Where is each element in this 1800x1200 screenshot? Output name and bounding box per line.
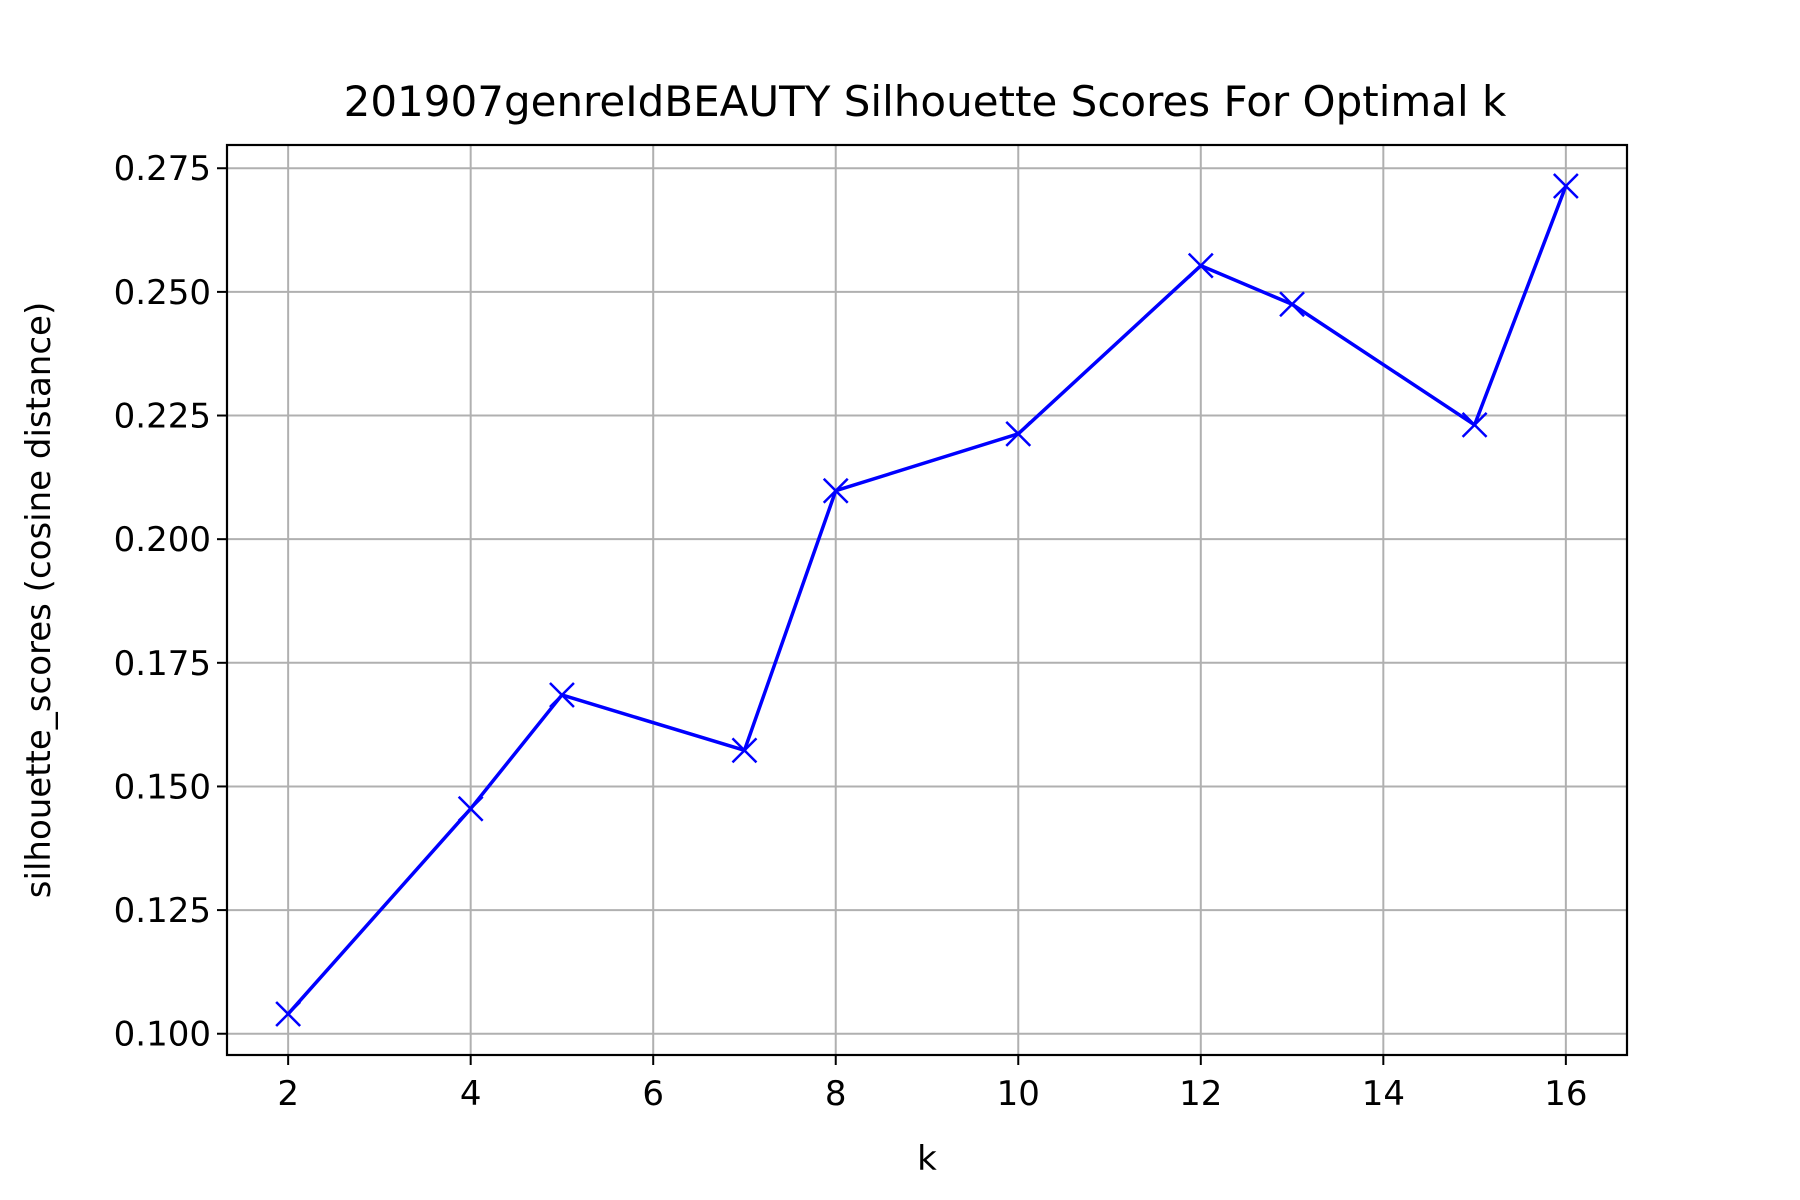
x-tick-label: 12 (1179, 1074, 1222, 1114)
marker-stroke (1279, 291, 1305, 318)
plot-frame (225, 143, 1629, 1057)
y-tick-label: 0.100 (114, 1015, 211, 1055)
x-tick-label: 8 (825, 1074, 847, 1114)
grid-lines (227, 145, 1627, 1055)
marker-stroke (457, 795, 484, 822)
y-tick-label: 0.175 (114, 644, 211, 684)
data-point-marker (549, 682, 575, 708)
marker-stroke (1552, 173, 1579, 199)
chart-title: 201907genreIdBEAUTY Silhouette Scores Fo… (344, 77, 1507, 126)
x-tick-label: 16 (1544, 1074, 1587, 1114)
data-point-marker (1187, 252, 1214, 279)
marker-stroke (549, 682, 575, 708)
y-tick-label: 0.225 (114, 397, 211, 437)
y-tick-label: 0.125 (114, 891, 211, 931)
data-point-marker (822, 477, 849, 504)
y-tick-label: 0.275 (114, 149, 211, 189)
x-tick-label: 10 (997, 1074, 1040, 1114)
x-tick-label: 14 (1362, 1074, 1405, 1114)
y-axis-label: silhouette_scores (cosine distance) (19, 302, 59, 898)
marker-stroke (1005, 420, 1032, 447)
y-tick-label: 0.150 (114, 767, 211, 807)
data-point-marker (275, 1001, 302, 1027)
x-tick-label: 6 (642, 1074, 664, 1114)
data-point-marker (1279, 291, 1305, 318)
data-point-marker (731, 737, 758, 764)
data-point-marker (457, 795, 484, 822)
x-axis-label: k (917, 1139, 937, 1179)
data-point-marker (1005, 420, 1032, 447)
y-tick-label: 0.200 (114, 520, 211, 560)
marker-stroke (1187, 252, 1214, 279)
x-tick-label: 2 (277, 1074, 299, 1114)
marker-stroke (731, 737, 758, 764)
x-tick-label: 4 (460, 1074, 482, 1114)
series-line (286, 185, 1568, 1016)
marker-stroke (275, 1001, 302, 1027)
axis-ticks: 2 4 6 8 10 12 14 16 0.100 0.125 0.150 0.175 0.200 0.2… (114, 149, 1588, 1114)
data-point-marker (1552, 173, 1579, 199)
data-point-marker (1461, 412, 1488, 438)
marker-stroke (1461, 412, 1488, 438)
marker-stroke (822, 477, 849, 504)
series-layer (275, 173, 1579, 1027)
y-tick-label: 0.250 (114, 273, 211, 313)
